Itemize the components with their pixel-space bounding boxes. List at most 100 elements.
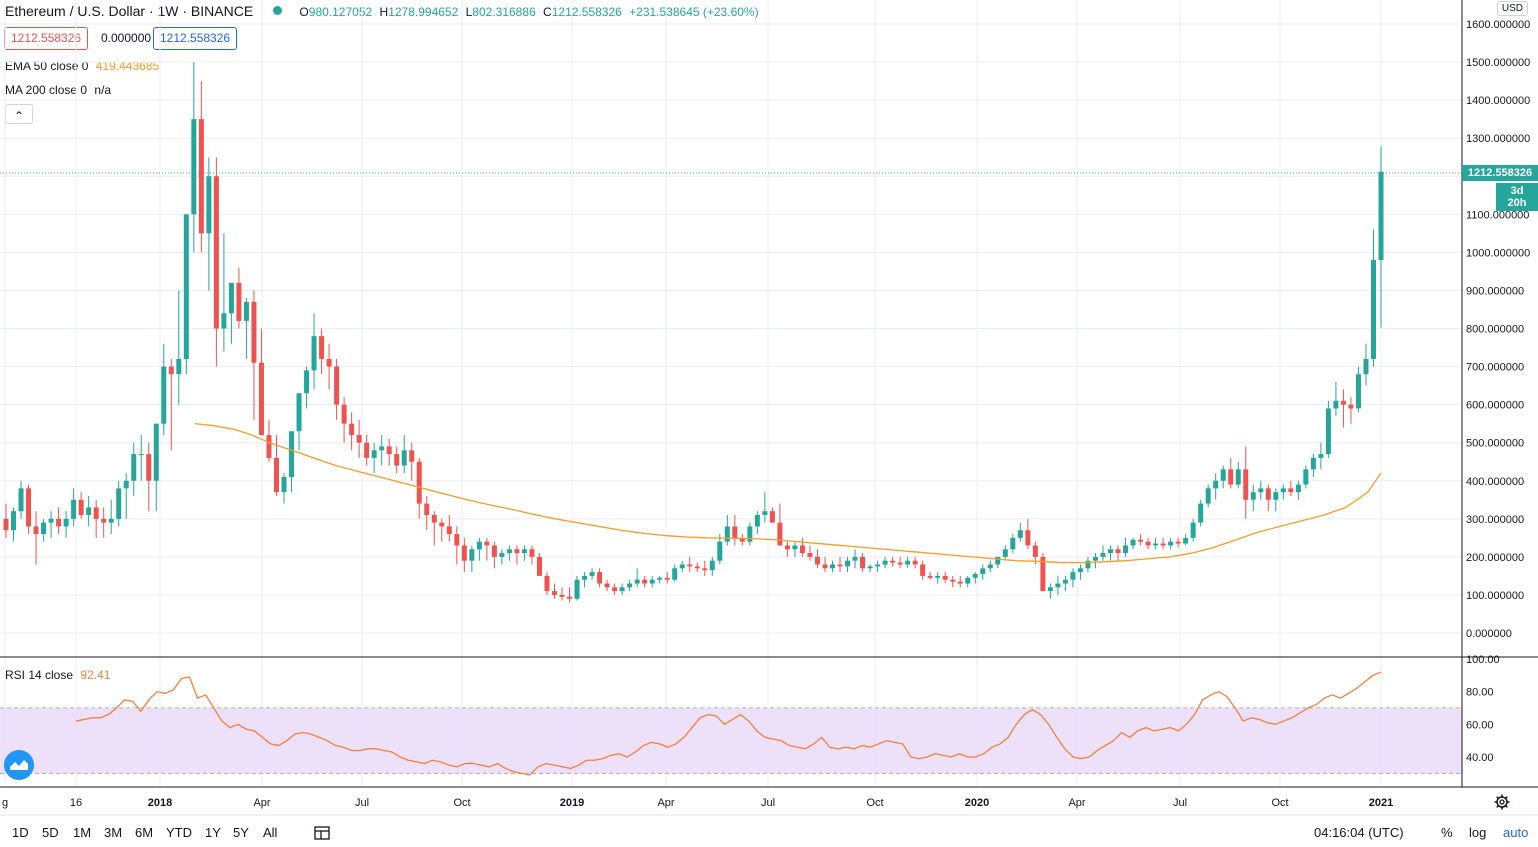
- candle-body: [221, 313, 227, 329]
- candle-body: [642, 579, 648, 584]
- candle-body: [1213, 480, 1219, 489]
- symbol-title[interactable]: Ethereum / U.S. Dollar · 1W · BINANCE: [5, 3, 254, 19]
- candle-body: [1243, 469, 1249, 500]
- candle-body: [1092, 556, 1098, 561]
- log-scale-toggle[interactable]: log: [1469, 825, 1487, 840]
- candle-body: [1318, 454, 1324, 458]
- candle-body: [529, 549, 535, 557]
- candle-body: [521, 549, 527, 554]
- candle-body: [236, 282, 242, 321]
- currency-label[interactable]: USD: [1496, 1, 1528, 16]
- candle-body: [153, 423, 159, 481]
- range-button-5y[interactable]: 5Y: [233, 825, 249, 840]
- price-tick-label: 400.000000: [1466, 476, 1524, 488]
- time-tick-label: 2018: [148, 797, 172, 809]
- candle-body: [146, 454, 152, 481]
- candle-body: [356, 435, 362, 443]
- range-button-5d[interactable]: 5D: [42, 825, 59, 840]
- candle-body: [1295, 484, 1301, 493]
- candle-body: [792, 545, 798, 550]
- auto-scale-toggle[interactable]: auto: [1503, 825, 1529, 840]
- candle-body: [108, 518, 114, 523]
- candle-body: [56, 518, 62, 527]
- gear-icon[interactable]: [1494, 794, 1510, 810]
- price-tick-label: 800.000000: [1466, 324, 1524, 336]
- candle-body: [867, 566, 873, 569]
- candle-body: [551, 591, 557, 595]
- range-button-6m[interactable]: 6M: [135, 825, 154, 840]
- time-tick-label: g: [2, 797, 8, 809]
- candle-body: [138, 454, 144, 456]
- percent-scale-toggle[interactable]: %: [1441, 825, 1453, 840]
- candle-body: [506, 549, 512, 554]
- candle-body: [830, 564, 836, 569]
- candle-body: [890, 560, 896, 563]
- price-tick-label: 1100.000000: [1466, 209, 1529, 221]
- candle-body: [822, 564, 828, 569]
- candle-body: [1333, 400, 1339, 409]
- time-tick-label: 2021: [1369, 797, 1393, 809]
- rsi-tick-label: 100.00: [1466, 654, 1500, 666]
- candle-body: [1190, 522, 1196, 538]
- candle-body: [1258, 488, 1264, 493]
- candle-body: [852, 556, 858, 561]
- candle-body: [198, 119, 204, 234]
- candle-body: [266, 435, 272, 458]
- candle-body: [1250, 492, 1256, 500]
- candle-body: [168, 366, 174, 375]
- candle-body: [3, 518, 9, 531]
- candle-body: [341, 404, 347, 424]
- price-tick-label: 1400.000000: [1466, 95, 1530, 107]
- rsi-label: RSI 14 close: [5, 668, 74, 682]
- price-tick-label: 1600.000000: [1466, 19, 1530, 31]
- buy-price-box[interactable]: 1212.558326: [153, 27, 238, 50]
- candle-body: [1310, 457, 1316, 470]
- candle-body: [476, 541, 482, 550]
- candle-body: [612, 587, 618, 592]
- candle-body: [319, 336, 325, 359]
- candle-body: [1303, 469, 1309, 485]
- candle-body: [371, 450, 377, 458]
- candle-body: [1145, 541, 1151, 546]
- rsi-legend[interactable]: RSI 14 close 92.41: [5, 668, 110, 682]
- utc-clock[interactable]: 04:16:04 (UTC): [1314, 825, 1404, 840]
- candle-body: [206, 176, 212, 234]
- candle-body: [875, 564, 881, 567]
- candle-body: [604, 583, 610, 588]
- candle-body: [672, 568, 678, 580]
- ma-legend[interactable]: MA 200 close 0 n/a: [5, 83, 111, 97]
- range-button-1y[interactable]: 1Y: [205, 825, 221, 840]
- range-button-1d[interactable]: 1D: [12, 825, 29, 840]
- sell-price-box[interactable]: 1212.558326: [4, 27, 89, 50]
- candle-body: [514, 549, 520, 554]
- candle-body: [1363, 358, 1369, 375]
- time-tick-label: Oct: [866, 797, 883, 809]
- candle-body: [176, 358, 182, 375]
- range-button-3m[interactable]: 3M: [104, 825, 123, 840]
- price-tick-label: 600.000000: [1466, 400, 1524, 412]
- range-button-all[interactable]: All: [263, 825, 278, 840]
- candle-body: [942, 575, 948, 580]
- candle-body: [747, 526, 753, 542]
- compare-icon[interactable]: [313, 825, 331, 841]
- candle-body: [582, 575, 588, 580]
- candle-body: [71, 499, 77, 519]
- range-button-1m[interactable]: 1M: [73, 825, 92, 840]
- candle-body: [18, 488, 24, 512]
- candle-body: [995, 556, 1001, 565]
- candle-body: [905, 560, 911, 565]
- candle-body: [41, 522, 47, 535]
- candle-body: [1168, 541, 1174, 546]
- rsi-band: [0, 708, 1462, 774]
- range-button-ytd[interactable]: YTD: [166, 825, 192, 840]
- candle-body: [304, 370, 310, 394]
- candle-body: [709, 560, 715, 571]
- candle-body: [289, 431, 295, 477]
- rsi-value: 92.41: [80, 668, 111, 682]
- candle-body: [93, 507, 99, 519]
- tradingview-logo-icon[interactable]: [4, 750, 34, 780]
- candle-body: [739, 537, 745, 542]
- time-tick-label: 16: [70, 797, 82, 809]
- candle-body: [1032, 545, 1038, 557]
